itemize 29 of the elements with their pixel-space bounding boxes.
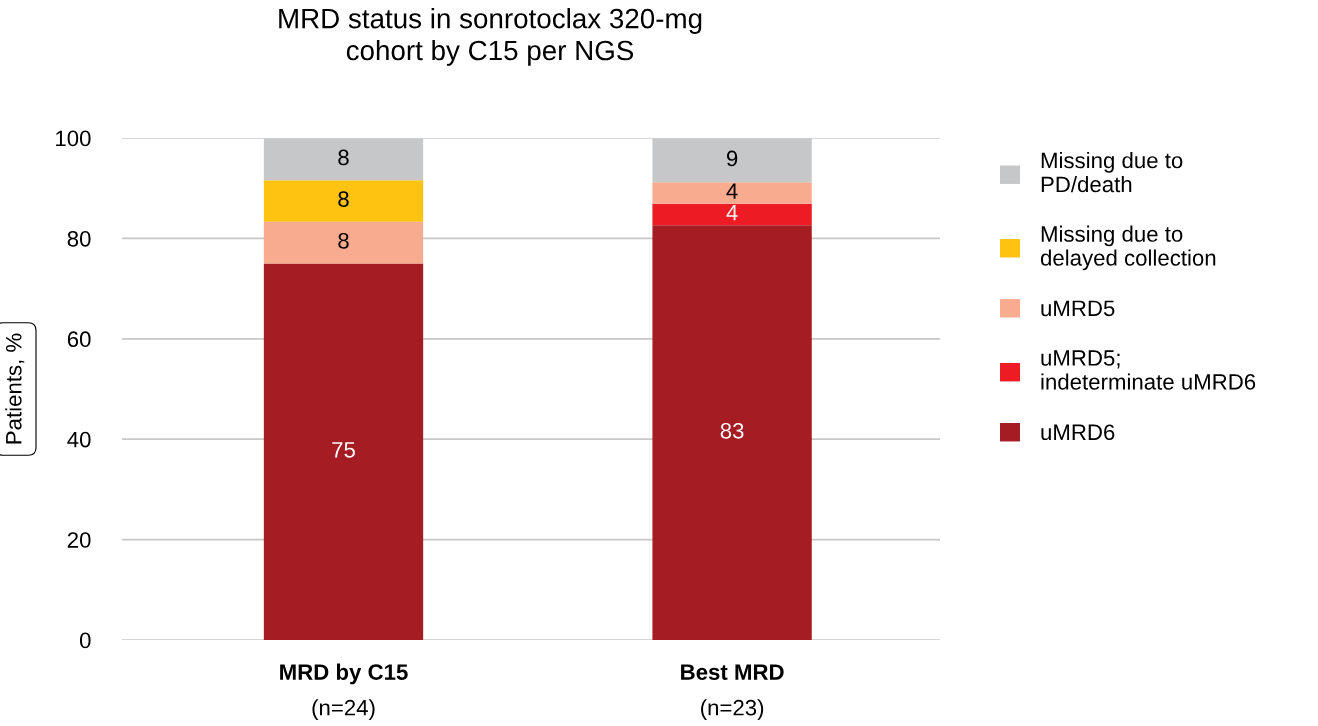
data-label: 4 <box>726 183 738 199</box>
y-tick-label: 20 <box>67 532 91 548</box>
bar <box>263 221 424 264</box>
data-label: 8 <box>338 191 349 207</box>
y-tick-label: 40 <box>67 431 91 448</box>
data-label: 83 <box>720 422 744 439</box>
data-label: 8 <box>338 149 349 166</box>
category-label: MRD by C15 (n=24) <box>280 663 408 720</box>
bar <box>263 180 424 222</box>
y-tick-label: 80 <box>67 230 91 247</box>
y-tick-label: 0 <box>79 632 91 649</box>
legend-label: uMRD5 <box>1041 300 1115 317</box>
data-label: 75 <box>332 442 355 458</box>
bar <box>652 182 812 204</box>
category-label: Best MRD (n=23) <box>681 664 784 720</box>
bar <box>652 203 812 226</box>
chart-title: MRD status in sonrotoclax 320-mg cohort by C15 per NGS <box>279 8 702 66</box>
y-axis-title: Patients, % <box>5 333 25 444</box>
legend-label: Missing due to PD/death <box>1041 152 1183 193</box>
legend-label: Missing due to delayed collection <box>1040 225 1216 271</box>
data-label: 8 <box>338 232 349 249</box>
y-tick-label: 100 <box>56 130 91 147</box>
bar <box>263 263 424 640</box>
bar <box>652 225 812 640</box>
data-label: 9 <box>726 150 738 167</box>
legend-label: uMRD5; indeterminate uMRD6 <box>1041 350 1256 390</box>
legend-label: uMRD6 <box>1041 424 1115 441</box>
y-tick-label: 60 <box>67 331 91 348</box>
data-label: 4 <box>726 205 738 221</box>
